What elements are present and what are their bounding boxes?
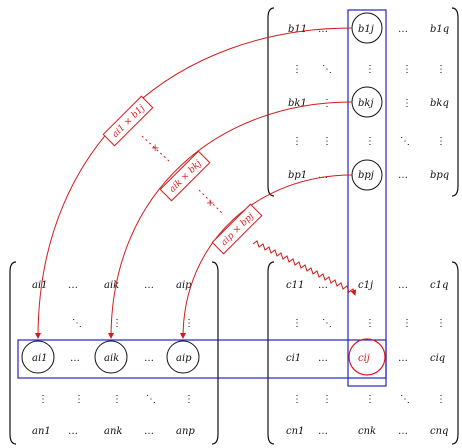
b-cell: bpj	[358, 170, 374, 181]
c-cell: ⋮	[436, 394, 446, 405]
c-cell: …	[398, 280, 408, 291]
c-cell: …	[318, 280, 328, 291]
c-cell: ⋮	[292, 394, 302, 405]
b-cell: …	[398, 170, 408, 181]
c-cell: ⋮	[436, 318, 446, 329]
c-cell: ⋮	[402, 318, 412, 329]
a-cell: aip	[176, 280, 192, 291]
a-cell: ai1	[32, 280, 48, 291]
a-cell: ⋮	[112, 318, 122, 329]
arc-bpj-to-aip	[180, 174, 353, 339]
a-cell: …	[144, 426, 154, 437]
a-cell: anp	[176, 426, 195, 437]
b-cell: b1j	[358, 24, 374, 35]
b-cell: ⋮	[365, 64, 375, 75]
zigzag-to-cij	[252, 240, 357, 296]
a-cell: ⋮	[112, 394, 122, 405]
a-cell: ⋮	[74, 394, 84, 405]
matrix-c-right-bracket	[451, 261, 459, 445]
a-cell: …	[70, 353, 80, 364]
b-cell: ⋮	[365, 136, 375, 147]
a-cell: …	[144, 353, 154, 364]
b-cell: b11	[288, 24, 307, 35]
b-cell: ⋮	[292, 64, 302, 75]
matrix-a: ai1 … aik … aip ⋱ ⋮ ⋮ ai1 … aik … aip ⋮ …	[9, 261, 219, 445]
c-cell: ⋮	[292, 318, 302, 329]
b-cell: ⋮	[322, 136, 332, 147]
a-cell: aip	[176, 353, 192, 364]
b-cell: ⋱	[400, 136, 410, 147]
a-cell: an1	[32, 426, 51, 437]
cij-circle	[348, 338, 386, 376]
b-cell: bk1	[288, 98, 307, 109]
b-cell: ⋮	[436, 136, 446, 147]
c-cell: ⋮	[322, 394, 332, 405]
a-cell: ai1	[32, 353, 48, 364]
c-cell: ⋮	[365, 394, 375, 405]
ai1-circle	[21, 340, 55, 374]
matrix-b-right-bracket	[451, 7, 459, 197]
matrix-a-right-bracket	[211, 261, 219, 445]
b-cell: bpq	[430, 170, 449, 181]
a-cell: ank	[104, 426, 122, 437]
b-column-j-highlight	[347, 9, 387, 387]
c-cell: cnq	[430, 426, 448, 437]
b-cell: ⋱	[322, 64, 332, 75]
aip-circle	[166, 340, 200, 374]
matrix-c: c11 … c1j … c1q ⋮ ⋱ ⋮ ⋮ ⋮ ci1 … cij … ci…	[267, 261, 459, 445]
c-cell: c1q	[430, 280, 448, 291]
b-cell: …	[318, 170, 328, 181]
a-cell: aik	[104, 353, 119, 364]
b-cell: bkq	[430, 98, 449, 109]
c-cell: cnk	[358, 426, 376, 437]
c-cell: cn1	[286, 426, 304, 437]
matrix-b-left-bracket	[267, 7, 275, 197]
b-cell: b1q	[430, 24, 449, 35]
a-cell: …	[68, 426, 78, 437]
product-box-2: aik × bkj	[159, 150, 211, 202]
product-box-3: aip × bpj	[211, 203, 263, 255]
a-cell: ⋮	[184, 394, 194, 405]
a-cell: aik	[104, 280, 119, 291]
plus-sign-2: +	[206, 198, 214, 209]
b-cell: bkj	[358, 98, 374, 109]
a-cell: ⋱	[146, 394, 156, 405]
c-cell: ⋱	[322, 318, 332, 329]
b-cell: ⋮	[436, 64, 446, 75]
matrix-a-left-bracket	[9, 261, 17, 445]
c-cell: …	[398, 353, 408, 364]
c-cell: c1j	[358, 280, 373, 291]
c-cell: …	[318, 353, 328, 364]
connector-2-3	[198, 189, 224, 215]
c-cell: ci1	[286, 353, 301, 364]
b-cell: ⋮	[292, 136, 302, 147]
b-cell: ⋮	[402, 64, 412, 75]
b-cell: …	[398, 24, 408, 35]
c-cell: c11	[286, 280, 304, 291]
plus-sign-1: +	[151, 143, 159, 154]
c-cell: …	[318, 426, 328, 437]
arc-b1j-to-ai1	[35, 27, 353, 339]
b-cell: ⋮	[402, 98, 412, 109]
a-cell: …	[68, 280, 78, 291]
a-row-i-highlight	[17, 339, 387, 379]
b-cell: bp1	[288, 170, 307, 181]
c-cell: ⋱	[400, 394, 410, 405]
aik-circle	[94, 340, 128, 374]
c-cell: ⋮	[365, 318, 375, 329]
a-cell: ⋱	[72, 318, 82, 329]
product-box-1: ai1 × b1j	[102, 95, 154, 147]
matrix-c-left-bracket	[267, 261, 275, 445]
c-cell: ciq	[430, 353, 445, 364]
c-cell: …	[398, 426, 408, 437]
arc-bkj-to-aik	[108, 101, 353, 339]
a-cell: ⋮	[184, 318, 194, 329]
c-cell-target: cij	[358, 353, 370, 364]
connector-1-2	[141, 135, 171, 163]
matrix-b: b11 … b1j … b1q ⋮ ⋱ ⋮ ⋮ ⋮ bk1 ⋮ bkj ⋮ bk…	[267, 7, 459, 197]
a-cell: …	[144, 280, 154, 291]
a-cell: ⋮	[38, 394, 48, 405]
